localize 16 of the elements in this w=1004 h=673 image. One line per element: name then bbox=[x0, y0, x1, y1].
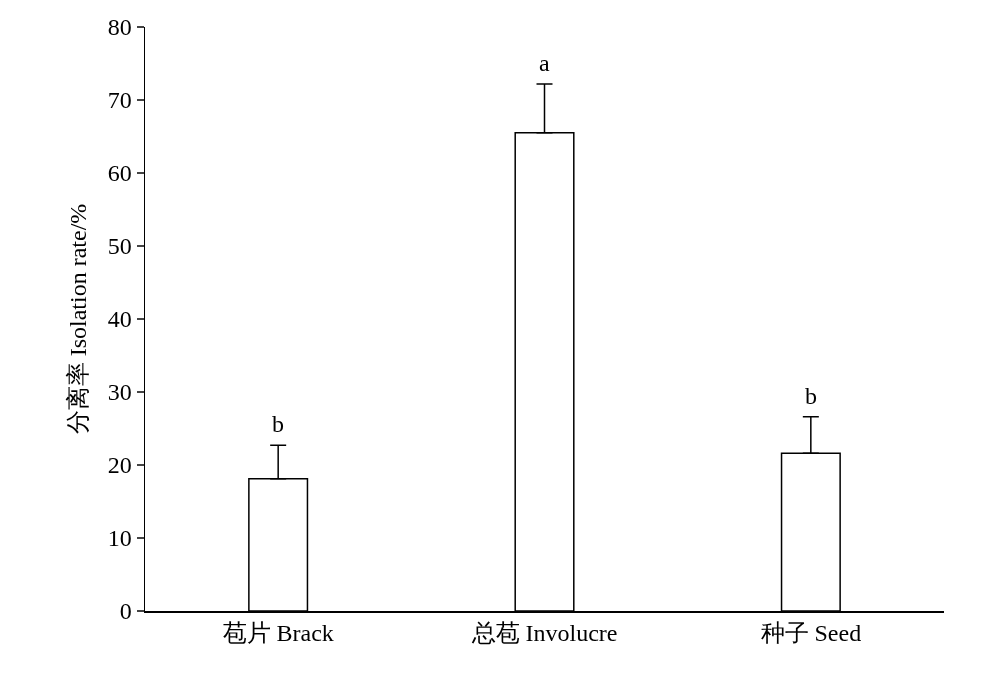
x-tick-label: 总苞 Involucre bbox=[470, 620, 618, 647]
y-tick-label: 40 bbox=[107, 306, 132, 333]
y-tick-label: 70 bbox=[107, 87, 132, 114]
y-tick-label: 30 bbox=[107, 379, 132, 406]
annotation: a bbox=[539, 50, 550, 76]
y-axis-title: 分离率 Isolation rate/% bbox=[65, 203, 92, 435]
y-tick-label: 80 bbox=[107, 14, 132, 41]
y-tick-label: 50 bbox=[107, 233, 132, 260]
y-tick-label: 10 bbox=[107, 525, 132, 552]
x-tick-label: 苞片 Brack bbox=[222, 620, 334, 647]
y-tick-label: 60 bbox=[107, 160, 132, 187]
y-tick-label: 20 bbox=[107, 452, 132, 479]
y-tick-label: 0 bbox=[119, 598, 132, 625]
x-tick-label: 种子 Seed bbox=[760, 620, 862, 647]
annotation: b bbox=[805, 383, 817, 409]
annotation: b bbox=[272, 411, 284, 437]
